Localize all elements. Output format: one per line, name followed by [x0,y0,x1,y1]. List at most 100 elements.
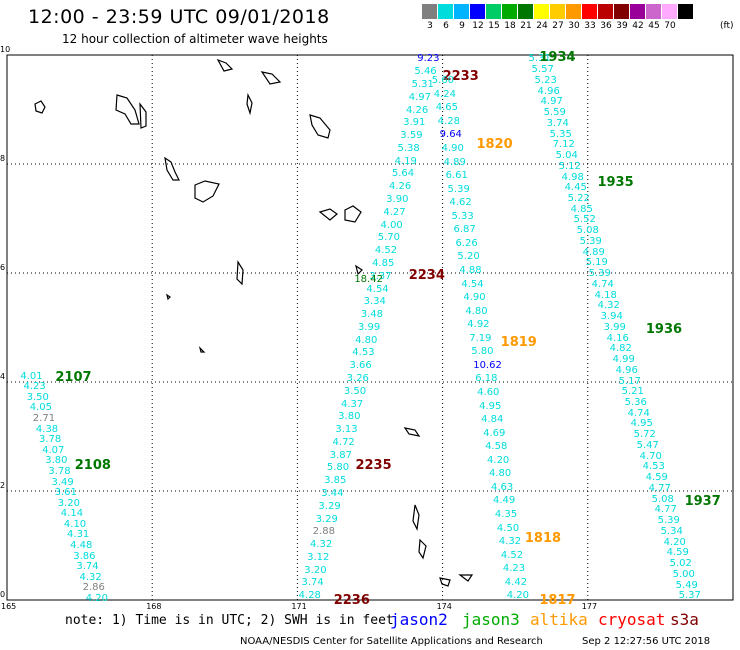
wave-height-value: 5.80 [471,346,494,358]
wave-height-value: 4.82 [609,343,632,355]
wave-height-value: 5.22 [567,193,590,205]
wave-height-value: 3.44 [321,488,344,500]
color-scale-label: 15 [488,21,500,31]
wave-height-value: 5.36 [624,397,647,409]
wave-height-value: 4.53 [642,461,665,473]
wave-height-value: 6.26 [455,237,478,249]
wave-height-value: 5.19 [585,257,608,269]
wave-height-value: 4.01 [20,370,43,382]
wave-height-value: 5.39 [588,268,611,280]
color-swatch [678,4,694,19]
wave-height-value: 5.72 [633,429,656,441]
wave-height-value: 5.08 [651,493,674,505]
island-outlines [34,58,474,587]
pass-time-label: 1817 [539,593,576,609]
latitude-tick-label: 2 [0,481,6,490]
wave-height-value: 4.54 [366,283,389,295]
color-scale-label: 18 [504,21,516,31]
wave-height-value: 4.92 [467,319,490,331]
wave-height-value: 6.61 [445,170,468,182]
island [34,100,46,114]
wave-height-value: 10.62 [473,359,502,371]
wave-height-value: 4.37 [341,398,364,410]
wave-height-value: 3.78 [48,465,71,477]
wave-height-value: 4.42 [504,576,528,588]
color-scale-label: 24 [536,21,548,31]
wave-height-value: 5.17 [618,375,641,387]
latitude-tick-label: 0 [0,590,6,599]
wave-height-value: 4.77 [654,504,677,516]
color-scale-label: 30 [568,21,580,31]
color-scale-label: 36 [600,21,612,31]
island [458,574,474,582]
color-scale-label: 6 [443,21,449,31]
wave-height-value: 4.38 [35,423,59,435]
wave-height-value: 4.45 [564,182,587,194]
latitude-tick-label: 6 [0,263,6,272]
wave-height-value: 4.90 [441,143,464,155]
wave-height-value: 4.18 [594,289,617,301]
wave-height-value: 4.32 [597,300,620,312]
wave-height-value: 5.52 [573,214,596,226]
wave-height-value: 4.77 [648,482,671,494]
island [318,208,338,221]
wave-height-value: 2.88 [312,526,336,538]
map-frame [6,54,734,601]
wave-height-value: 5.60 [431,75,455,87]
pass-time-label: 1818 [524,530,562,546]
wave-height-value: 5.33 [451,210,474,222]
wave-height-value: 5.64 [391,168,415,180]
island [166,293,171,301]
color-scale-labels: 3 6 9 12 15 18 21 24 27 30 33 36 39 42 45 70 [422,21,694,31]
wave-height-value: 4.20 [506,590,530,602]
wave-height-value: 5.47 [636,439,659,451]
color-scale-label: 42 [632,21,644,31]
color-swatch [534,4,550,19]
wave-height-value: 3.80 [45,455,68,467]
color-scale-label: 33 [584,21,596,31]
longitude-tick-label: 168 [146,602,162,611]
wave-height-value: 4.53 [352,347,375,359]
wave-height-value: 5.20 [457,251,480,263]
wave-height-value: 3.99 [603,321,626,333]
color-swatch [502,4,518,19]
wave-height-value: 3.90 [386,194,409,206]
wave-height-value: 4.00 [380,219,403,231]
wave-height-value: 4.96 [615,364,638,376]
latitude-tick-label: 8 [0,154,6,163]
wave-height-value: 4.26 [405,104,429,116]
color-swatch [438,4,454,19]
footer-timestamp: Sep 2 12:27:56 UTC 2018 [582,636,711,647]
wave-height-value: 4.28 [298,590,321,602]
island [309,114,331,139]
wave-height-value: 5.00 [672,568,695,580]
wave-height-value: 6.87 [453,224,476,236]
wave-height-value: 3.94 [600,311,623,323]
wave-height-value: 4.80 [489,468,512,480]
wave-height-value: 4.32 [498,536,522,548]
wave-height-value: 9.23 [417,53,440,65]
wave-height-value: 3.61 [54,487,77,499]
wave-height-value: 4.84 [481,414,504,426]
wave-height-value: 5.46 [414,66,437,78]
longitude-tick-label: 177 [581,602,598,611]
color-swatch [614,4,630,19]
wave-height-value: 4.65 [435,102,458,114]
wave-height-value: 5.34 [660,525,683,537]
wave-height-value: 4.54 [461,278,484,290]
wave-height-value: 5.39 [579,235,602,247]
wave-height-value: 4.23 [23,381,46,393]
island [355,264,363,276]
wave-height-value: 3.26 [346,372,369,384]
wave-height-value: 4.74 [591,278,614,290]
color-scale-label: 70 [664,21,676,31]
latitude-tick-label: 4 [0,372,6,381]
legend-jason2: jason2 [390,610,448,629]
color-swatch [630,4,646,19]
wave-height-value: 5.39 [447,183,470,195]
wave-height-value: 4.49 [492,495,516,507]
wave-height-value: 4.35 [494,508,518,520]
wave-height-value: 3.78 [39,434,62,446]
wave-height-value: 5.08 [576,225,599,237]
